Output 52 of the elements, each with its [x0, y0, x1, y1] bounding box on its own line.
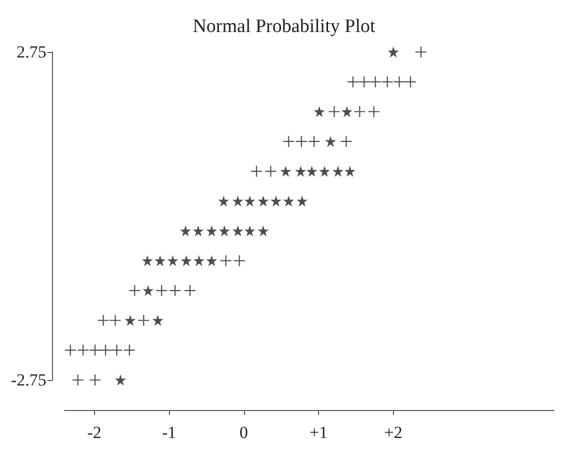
point	[98, 314, 109, 326]
x-tick-label: -1	[162, 423, 176, 442]
point	[110, 314, 121, 326]
y-tick-label: -2.75	[10, 370, 46, 390]
x-tick-label: +1	[310, 423, 328, 442]
point	[152, 314, 164, 326]
point	[114, 374, 126, 386]
point	[206, 255, 218, 266]
point	[258, 225, 269, 236]
point	[142, 255, 153, 266]
point	[280, 166, 292, 177]
point	[258, 196, 269, 207]
point	[180, 225, 191, 236]
point	[124, 314, 136, 326]
x-tick-label: +2	[384, 423, 402, 442]
point	[218, 196, 230, 207]
point	[111, 344, 122, 356]
point	[325, 136, 336, 147]
point	[265, 166, 276, 177]
point	[270, 196, 282, 207]
y-tick-label: 2.75	[16, 42, 46, 62]
point	[341, 106, 352, 118]
point	[306, 166, 318, 177]
x-tick-label: 0	[240, 423, 248, 442]
chart-title: Normal Probability Plot	[192, 16, 376, 37]
point	[167, 255, 178, 266]
point	[234, 255, 245, 266]
point	[244, 196, 256, 207]
point	[388, 46, 399, 58]
point	[192, 225, 204, 236]
point	[283, 196, 294, 207]
point	[296, 196, 308, 207]
point	[295, 166, 306, 177]
point	[332, 166, 344, 177]
point	[314, 106, 325, 118]
point	[328, 106, 340, 118]
point	[220, 255, 232, 266]
point	[232, 196, 244, 207]
point	[319, 166, 330, 177]
point	[232, 225, 244, 236]
x-tick-label: -2	[87, 423, 102, 442]
point	[218, 225, 230, 236]
point	[340, 136, 352, 147]
point	[206, 225, 218, 236]
point	[180, 255, 192, 266]
point	[154, 255, 166, 266]
point	[251, 166, 262, 177]
point	[344, 166, 356, 177]
point	[193, 255, 204, 266]
point	[244, 225, 256, 236]
point	[394, 76, 405, 88]
point	[142, 285, 154, 296]
